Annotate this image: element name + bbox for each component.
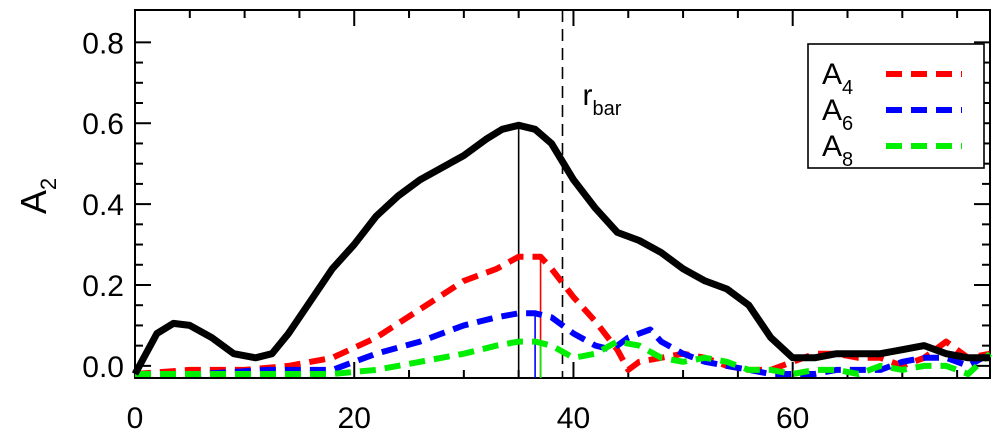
y-tick-label: 0.6 xyxy=(82,108,124,141)
series-line-a8 xyxy=(135,338,993,377)
legend-label-a4-main: A xyxy=(822,58,842,91)
y-tick-label: 0.8 xyxy=(82,27,124,60)
plot-marks xyxy=(131,10,993,378)
rbar-label-subscript: bar xyxy=(593,98,622,120)
y-tick-label: 0.4 xyxy=(82,189,124,222)
legend-label-a6-main: A xyxy=(822,94,842,127)
legend-label-a8-main: A xyxy=(822,130,842,163)
y-axis-label: A2 xyxy=(13,178,61,214)
x-tick-label: 20 xyxy=(338,402,371,435)
x-tick-label: 60 xyxy=(776,402,809,435)
series-line-a4 xyxy=(134,253,991,377)
y-axis-label-subscript: 2 xyxy=(36,178,61,190)
y-tick-label: 0.0 xyxy=(82,351,124,384)
x-tick-label: 40 xyxy=(557,402,590,435)
legend-label-a6-subscript: 6 xyxy=(842,113,853,135)
legend-label-a8: A8 xyxy=(822,130,853,171)
y-tick-label: 0.2 xyxy=(82,270,124,303)
rbar-label: rbar xyxy=(583,79,622,120)
x-tick-label: 0 xyxy=(127,402,144,435)
legend-label-a6: A6 xyxy=(822,94,853,135)
series-line-a2 xyxy=(131,121,990,376)
axis-labels: 0 20 40 60 0.0 0.2 0.4 0.6 0.8 A2 rbar xyxy=(13,27,809,435)
legend-label-a4: A4 xyxy=(822,58,853,99)
rbar-label-main: r xyxy=(583,79,593,112)
legend-label-a8-subscript: 8 xyxy=(842,149,853,171)
legend-label-a4-subscript: 4 xyxy=(842,77,853,99)
y-axis-label-main: A xyxy=(13,190,54,214)
